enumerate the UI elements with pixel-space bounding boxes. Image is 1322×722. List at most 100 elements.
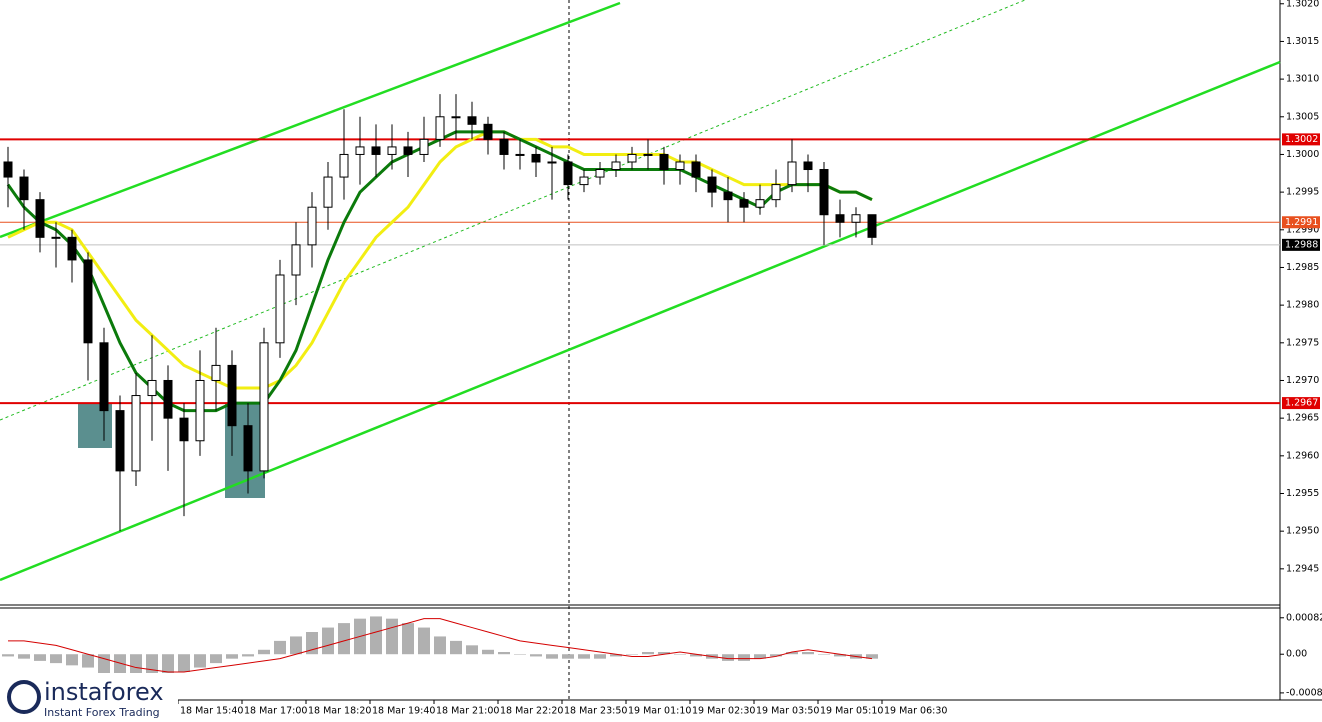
candle-body: [51, 236, 61, 239]
level-label: 1.3002: [1285, 134, 1318, 145]
channel-upper: [0, 1, 621, 239]
logo-name: instaforex: [44, 678, 164, 706]
macd-bar: [386, 618, 398, 655]
candle-body: [243, 425, 253, 472]
candle-body: [307, 206, 317, 246]
candle-body: [595, 169, 605, 178]
macd-tick-label: 0.00082: [1286, 612, 1322, 623]
macd-bar: [738, 654, 750, 661]
candle-body: [659, 153, 669, 171]
entry-zone: [78, 404, 112, 448]
macd-bar: [194, 654, 206, 668]
macd-bar: [34, 654, 46, 661]
candle-body: [147, 379, 157, 397]
macd-bar: [258, 649, 270, 655]
logo-icon: [7, 680, 41, 714]
candle-body: [787, 161, 797, 186]
macd-bar: [674, 654, 686, 655]
chart-frame: [0, 0, 1322, 701]
candle-body: [739, 199, 749, 208]
moving-average: [7, 130, 873, 390]
macd-bar: [514, 654, 526, 655]
macd-bar: [418, 627, 430, 655]
candle-body: [435, 116, 445, 140]
y-tick-label: 1.3015: [1286, 36, 1319, 47]
candle-body: [563, 161, 573, 186]
level-label: 1.2967: [1285, 398, 1318, 409]
y-tick-label: 1.2985: [1286, 262, 1319, 273]
candle-body: [755, 199, 765, 208]
candle-body: [195, 379, 205, 442]
macd-tick-label: -0.00087: [1286, 687, 1322, 698]
candle-body: [115, 410, 125, 472]
macd-bar: [18, 654, 30, 659]
current-price-label: 1.2988: [1285, 239, 1318, 250]
macd-bar: [498, 652, 510, 655]
macd-bar: [834, 654, 846, 657]
macd-bar: [802, 652, 814, 655]
logo: instaforex Instant Forex Trading: [0, 673, 178, 722]
level-label-box: [1282, 216, 1320, 229]
macd-bar: [690, 654, 702, 657]
candle-body: [675, 161, 685, 171]
macd-bar: [178, 654, 190, 672]
y-tick-label: 1.2965: [1286, 413, 1319, 424]
macd-bar: [66, 654, 78, 666]
moving-average: [6, 130, 873, 413]
macd-bar: [322, 627, 334, 655]
candle-body: [643, 153, 653, 156]
candle-body: [867, 214, 877, 238]
y-tick-label: 1.2980: [1286, 300, 1319, 311]
level-label-box: [1282, 133, 1320, 146]
candle-body: [131, 395, 141, 472]
candle-body: [163, 379, 173, 419]
macd-bar: [754, 654, 766, 659]
macd-bar: [50, 654, 62, 664]
macd-bar: [530, 654, 542, 657]
macd-bar: [482, 649, 494, 655]
x-tick-label: 19 Mar 01:10: [628, 706, 691, 717]
candle-body: [451, 116, 461, 119]
x-tick-label: 19 Mar 03:50: [756, 706, 819, 717]
candle-body: [19, 176, 29, 201]
candle-body: [275, 274, 285, 344]
candle-body: [547, 161, 557, 164]
candle-body: [515, 153, 525, 156]
macd-bar: [226, 654, 238, 659]
logo-tagline: Instant Forex Trading: [44, 706, 160, 719]
candle-body: [403, 146, 413, 155]
macd-bar: [578, 654, 590, 659]
candle-body: [99, 342, 109, 412]
candle-body: [611, 161, 621, 171]
y-tick-label: 1.2960: [1286, 450, 1319, 461]
candle-body: [179, 417, 189, 442]
candle-body: [419, 138, 429, 155]
macd-bar: [786, 652, 798, 655]
candle-body: [707, 176, 717, 193]
macd-bar: [290, 636, 302, 655]
candle-body: [211, 364, 221, 381]
candle-body: [227, 364, 237, 427]
candle-body: [355, 146, 365, 155]
candle-body: [483, 123, 493, 140]
x-tick-label: 19 Mar 05:10: [820, 706, 883, 717]
y-tick-label: 1.2955: [1286, 488, 1319, 499]
channel-lower: [0, 60, 1281, 582]
channel-mid: [0, 0, 1026, 421]
macd-bar: [242, 654, 254, 657]
macd-bar: [562, 654, 574, 659]
macd-bar: [818, 654, 830, 655]
macd-bar: [658, 652, 670, 655]
candle-body: [323, 176, 333, 208]
candle-body: [803, 161, 813, 171]
candle-body: [835, 214, 845, 223]
y-tick-label: 1.3010: [1286, 74, 1319, 85]
macd-bar: [626, 654, 638, 655]
macd-bar: [402, 623, 414, 655]
candle-body: [531, 153, 541, 163]
candle-body: [499, 138, 509, 155]
macd-bar: [866, 654, 878, 659]
y-tick-label: 1.3005: [1286, 111, 1319, 122]
